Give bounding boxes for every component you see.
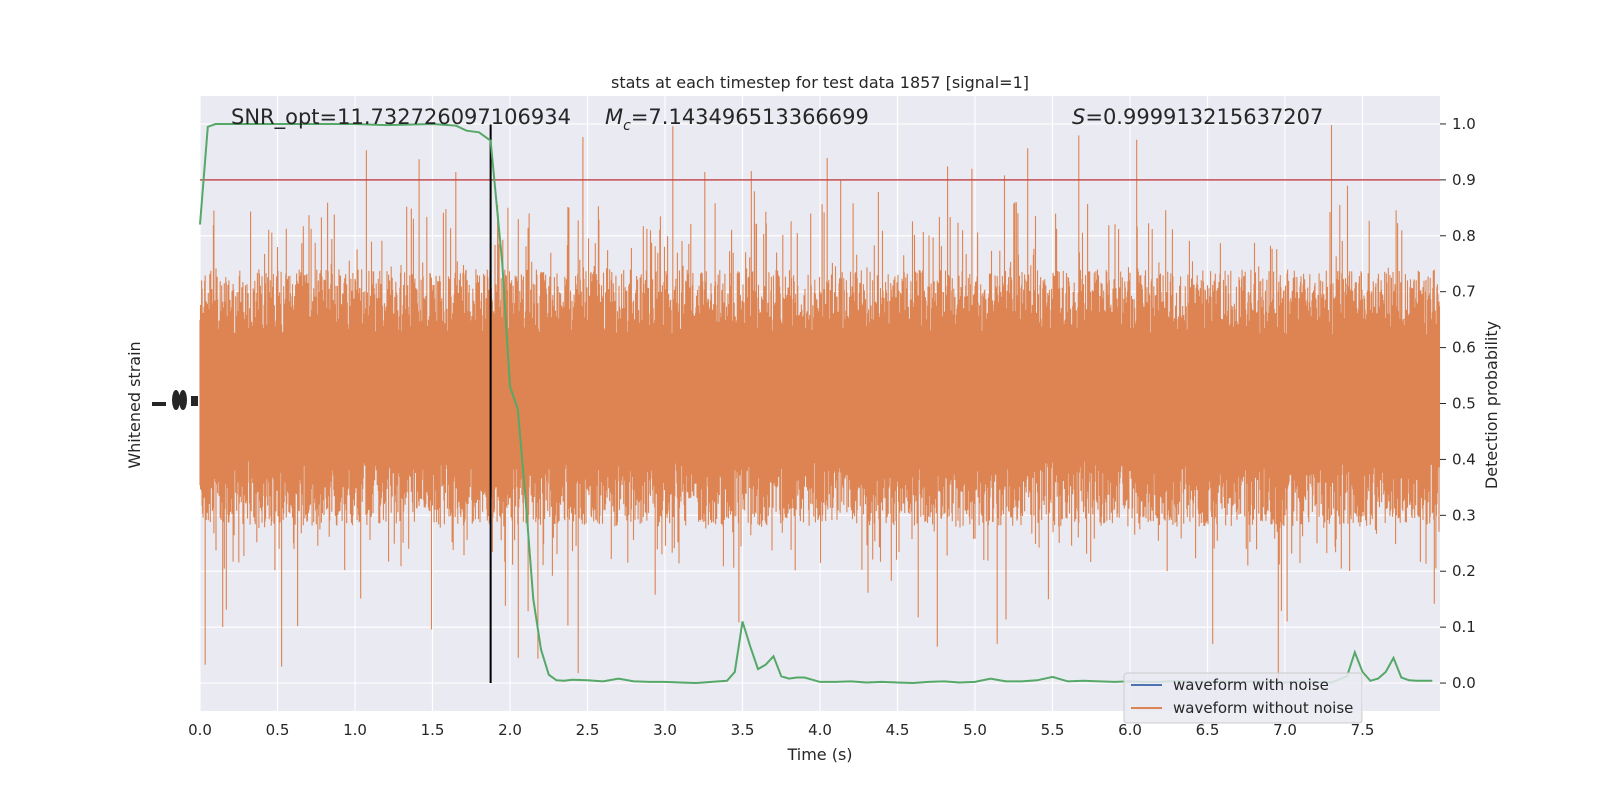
y-axis-label-left: Whitened strain: [125, 341, 144, 468]
y-tick-label: 0.8: [1452, 227, 1476, 245]
x-tick-label: 6.5: [1196, 721, 1220, 739]
y-tick-label: 0.9: [1452, 171, 1476, 189]
x-tick-label: 3.5: [731, 721, 755, 739]
x-tick-label: 0.5: [266, 721, 290, 739]
y-tick-label: 0.7: [1452, 283, 1476, 301]
y-axis-label-right: Detection probability: [1482, 321, 1501, 489]
reference-lines: [200, 124, 1440, 684]
y-tick-label: 0.0: [1452, 674, 1476, 692]
x-tick-label: 5.5: [1041, 721, 1065, 739]
legend-label-without-noise: waveform without noise: [1173, 699, 1353, 717]
y-tick-label: 0.2: [1452, 562, 1476, 580]
y-tick-label: 0.6: [1452, 339, 1476, 357]
noise-series: [199, 125, 1441, 680]
x-axis-label: Time (s): [786, 745, 852, 764]
noise-spikes: [199, 125, 1441, 680]
y-tick-label: 0.4: [1452, 450, 1476, 468]
legend-box: [1123, 672, 1363, 724]
y-tick-label: 0.1: [1452, 618, 1476, 636]
x-tick-label: 6.0: [1118, 721, 1142, 739]
x-tick-label: 2.0: [498, 721, 522, 739]
y-ticks-right: 0.0 0.1 0.2 0.3 0.4 0.5 0.6 0.7 0.8 0.9 1.0: [1440, 115, 1476, 692]
snr-annotation: SNR_opt=11.732726097106934: [231, 105, 571, 130]
y-tick-label: 1.0: [1452, 115, 1476, 133]
x-tick-label: 5.0: [963, 721, 987, 739]
y-tick-label: 0.5: [1452, 395, 1476, 413]
x-tick-label: 0.0: [188, 721, 212, 739]
left-axis-collapsed-ticks: [152, 390, 198, 410]
score-annotation: S=0.999913215637207: [1072, 105, 1323, 129]
x-tick-label: 4.5: [886, 721, 910, 739]
x-ticks: 0.0 0.5 1.0 1.5 2.0 2.5 3.0 3.5 4.0 4.5 5.0 5.5 6.0 6…: [188, 721, 1374, 739]
x-tick-label: 1.5: [421, 721, 445, 739]
chirp-mass-annotation: Mc=7.143496513366699: [605, 105, 869, 134]
x-tick-label: 7.5: [1351, 721, 1375, 739]
legend-label-with-noise: waveform with noise: [1173, 676, 1329, 694]
legend: waveform with noise waveform without noi…: [1123, 672, 1363, 724]
y-tick-label: 0.3: [1452, 506, 1476, 524]
x-tick-label: 4.0: [808, 721, 832, 739]
x-tick-label: 7.0: [1273, 721, 1297, 739]
x-tick-label: 2.5: [576, 721, 600, 739]
chart-title: stats at each timestep for test data 185…: [611, 73, 1029, 92]
x-tick-label: 1.0: [343, 721, 367, 739]
x-tick-label: 3.0: [653, 721, 677, 739]
